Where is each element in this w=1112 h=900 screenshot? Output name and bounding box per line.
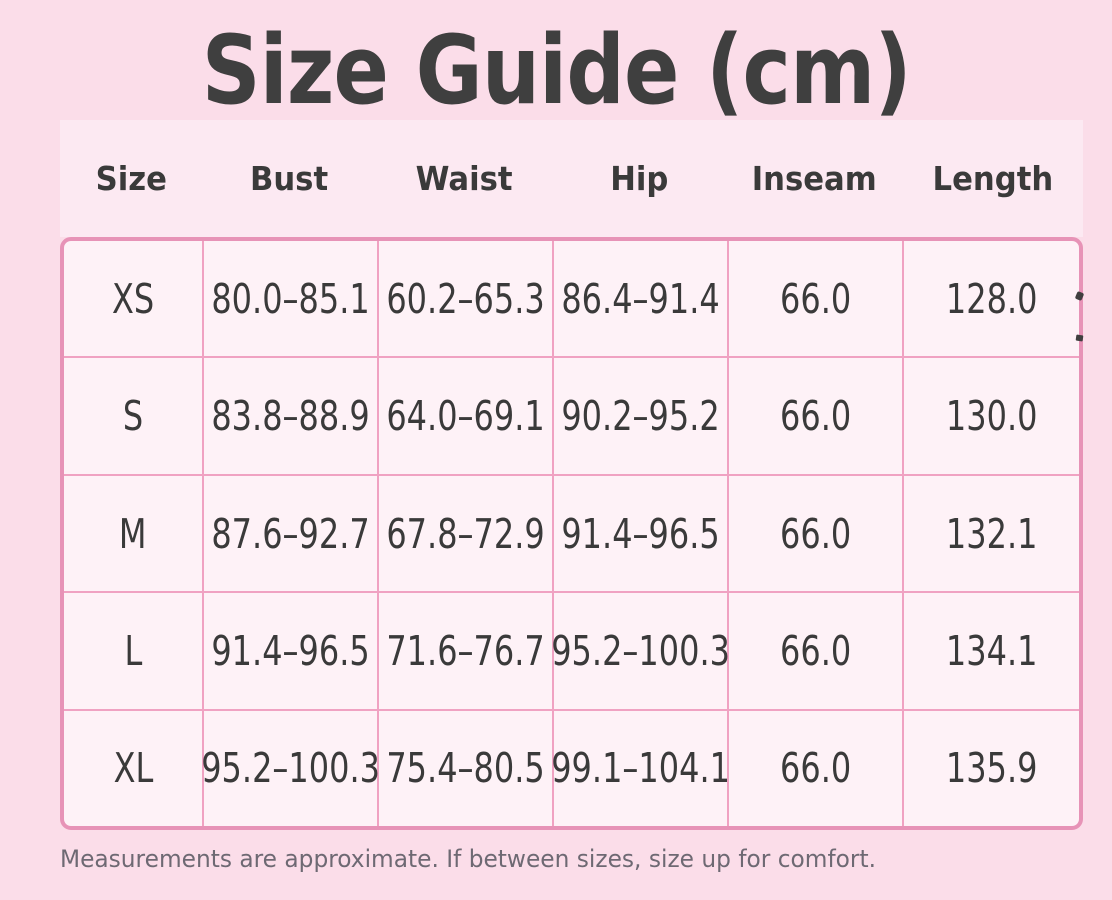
cell-s-inseam: 66.0 (729, 358, 904, 474)
cell-xl-bust: 95.2–100.3 (201, 710, 380, 826)
size-guide-table: XS 80.0–85.1 60.2–65.3 86.4–91.4 66.0 12… (60, 237, 1083, 830)
cell-s-waist: 64.0–69.1 (379, 358, 554, 474)
cell-s-length: 130.0 (945, 392, 1038, 441)
cell-xs-waist: 60.2–65.3 (379, 241, 554, 357)
table-row-xs: XS 80.0–85.1 60.2–65.3 86.4–91.4 66.0 12… (64, 241, 1079, 359)
cell-xl-hip: 99.1–104.1 (551, 710, 730, 826)
cell-xs-length: 128.0 (945, 274, 1038, 323)
clipped-glyph-artifact (1075, 334, 1084, 342)
table-header-row: Size Bust Waist Hip Inseam Length (60, 120, 1083, 237)
cell-xs-hip: 86.4–91.4 (554, 241, 729, 357)
footnote: Measurements are approximate. If between… (60, 845, 901, 873)
cell-s-hip: 90.2–95.2 (554, 358, 729, 474)
column-header-bust: Bust (250, 159, 329, 198)
table-row-m: M 87.6–92.7 67.8–72.9 91.4–96.5 66.0 132… (64, 475, 1079, 594)
cell-m-size: M (64, 475, 204, 592)
cell-l-hip: 95.2–100.3 (551, 593, 730, 709)
cell-xl-inseam: 66.0 (729, 710, 904, 826)
cell-xs-bust: 80.0–85.1 (204, 241, 379, 357)
cell-s-bust: 83.8–88.9 (204, 358, 379, 474)
cell-xl-waist: 75.4–80.5 (379, 710, 554, 826)
cell-m-length: 132.1 (945, 509, 1038, 558)
cell-xs-size: XS (64, 241, 204, 357)
cell-m-waist: 67.8–72.9 (379, 475, 554, 592)
cell-m-hip: 91.4–96.5 (554, 475, 729, 592)
cell-xl-size: XL (64, 710, 204, 826)
cell-xl-length: 135.9 (945, 744, 1038, 793)
column-header-size: Size (95, 159, 167, 198)
footnote-text: Measurements are approximate. If between… (60, 845, 876, 873)
page-title-text: Size Guide (cm) (201, 16, 911, 126)
table-row-s: S 83.8–88.9 64.0–69.1 90.2–95.2 66.0 130… (64, 358, 1079, 476)
column-header-length: Length (932, 159, 1053, 198)
page-title: Size Guide (cm) (0, 12, 1112, 130)
cell-l-waist: 71.6–76.7 (379, 593, 554, 709)
table-row-l: L 91.4–96.5 71.6–76.7 95.2–100.3 66.0 13… (64, 593, 1079, 711)
cell-s-size: S (64, 358, 204, 474)
cell-l-size: L (64, 593, 204, 709)
column-header-waist: Waist (416, 159, 513, 198)
cell-m-bust: 87.6–92.7 (204, 475, 379, 592)
table-row-xl: XL 95.2–100.3 75.4–80.5 99.1–104.1 66.0 … (64, 710, 1079, 826)
cell-l-inseam: 66.0 (729, 593, 904, 709)
cell-xs-inseam: 66.0 (729, 241, 904, 357)
cell-l-bust: 91.4–96.5 (204, 593, 379, 709)
cell-l-length: 134.1 (945, 626, 1038, 675)
cell-m-inseam: 66.0 (729, 475, 904, 592)
column-header-hip: Hip (610, 159, 669, 198)
column-header-inseam: Inseam (751, 159, 878, 198)
